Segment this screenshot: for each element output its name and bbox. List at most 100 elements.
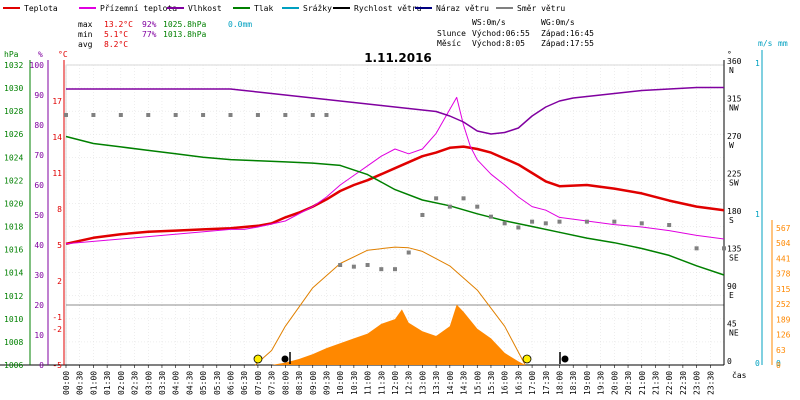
stats-block: max 13.2°C 92% 1025.8hPa 0.0mm min 5.1°C…: [78, 20, 252, 49]
tick-dir: 90: [727, 282, 737, 291]
wind-direction-point: [351, 264, 356, 269]
wind-direction-point: [338, 263, 343, 267]
wind-direction-point: [543, 221, 548, 226]
x-tick-label: 21:30: [651, 371, 660, 395]
wind-direction-point: [612, 219, 617, 224]
wind-direction-point: [639, 221, 644, 226]
x-tick-label: 10:00: [336, 371, 345, 395]
legend-label-2: Vlhkost: [188, 4, 222, 13]
axis-unit-hpa: hPa: [4, 50, 19, 59]
tick-degc: -5: [52, 361, 62, 370]
tick-hpa: 1012: [4, 292, 23, 301]
series-layer: [65, 86, 725, 366]
wind-direction-point: [694, 246, 699, 251]
stat-max-temp: 13.2°C: [104, 20, 133, 29]
x-tick-label: 18:30: [569, 371, 578, 395]
tick-pct: 80: [34, 121, 44, 130]
wind-direction-point: [64, 113, 68, 117]
axis-unit-pct: %: [38, 50, 43, 59]
wind-direction-point: [365, 263, 370, 267]
tick-dir: 315: [727, 95, 742, 104]
x-tick-label: 11:30: [377, 371, 386, 395]
tick-hpa: 1018: [4, 223, 23, 232]
legend-label-4: Srážky: [303, 4, 332, 13]
x-tick-label: 23:30: [706, 371, 715, 395]
stat-avg-temp: 8.2°C: [104, 40, 128, 49]
x-tick-label: 00:00: [62, 371, 71, 395]
left-axes: hPa % °C 1032103010281026102410221020101…: [4, 50, 68, 370]
sunrise-icon: [253, 354, 263, 364]
wind-direction-point: [201, 113, 206, 117]
x-tick-label: 10:30: [350, 371, 359, 395]
legend: Teplota Přízemní teplota Vlhkost Tlak Srážky…: [3, 4, 565, 13]
wind-direction-point: [516, 225, 521, 230]
legend-label-6: Náraz větru: [436, 4, 489, 13]
wind-direction-point: [434, 196, 439, 201]
x-tick-label: 13:30: [432, 371, 441, 395]
x-axis: 00:00 00:30 01:00 01:30 02:00 02:30 03:00 03:30…: [62, 365, 715, 395]
series-solar-curve: [254, 246, 526, 366]
tick-hpa: 1030: [4, 84, 23, 93]
tick-dir: 45: [727, 320, 737, 329]
tick-degc: 8: [57, 205, 62, 214]
tick-pct: 0: [39, 361, 44, 370]
x-tick-label: 03:30: [158, 371, 167, 395]
tick-mm: 0: [776, 359, 781, 368]
tick-ms: 1: [755, 59, 760, 68]
sun-moon-markers: [253, 352, 569, 364]
legend-label-1: Přízemní teplota: [100, 4, 177, 13]
wind-direction-point: [667, 223, 672, 227]
tick-pct: 90: [34, 91, 44, 100]
tick-pct: 70: [34, 151, 44, 160]
wind-direction-layer: [64, 113, 726, 272]
stat-min-pressure: 1013.8hPa: [163, 30, 207, 39]
x-tick-label: 01:30: [103, 371, 112, 395]
axis-unit-deg: °: [727, 50, 732, 59]
solar-layer: [271, 304, 526, 365]
wind-direction-point: [420, 213, 425, 217]
stat-max-pressure: 1025.8hPa: [163, 20, 207, 29]
info-moon-rise: Východ:8:05: [472, 39, 525, 48]
x-tick-label: 19:30: [597, 371, 606, 395]
x-tick-label: 02:30: [131, 371, 140, 395]
x-tick-label: 22:00: [665, 371, 674, 395]
tick-hpa: 1016: [4, 246, 23, 255]
x-tick-label: 17:30: [542, 371, 551, 395]
legend-label-7: Směr větru: [517, 4, 565, 13]
info-wg: WG:0m/s: [541, 18, 575, 27]
tick-dir: 225: [727, 170, 742, 179]
chart-title: 1.11.2016: [364, 51, 432, 65]
tick-dir-label: E: [729, 291, 734, 300]
tick-hpa: 1010: [4, 315, 23, 324]
tick-hpa: 1032: [4, 61, 23, 70]
wind-direction-point: [324, 113, 329, 117]
tick-pct: 20: [34, 301, 44, 310]
info-moon-set: Západ:17:55: [541, 39, 594, 48]
wind-direction-point: [447, 204, 452, 209]
tick-solar: 126: [776, 331, 791, 340]
tick-hpa: 1014: [4, 269, 23, 278]
wind-direction-point: [530, 219, 535, 224]
x-tick-label: 06:00: [227, 371, 236, 395]
tick-dir: 135: [727, 245, 742, 254]
info-sun-label: Slunce: [437, 29, 466, 38]
legend-label-0: Teplota: [24, 4, 58, 13]
x-tick-label: 16:00: [501, 371, 510, 395]
series-temperature: [65, 145, 725, 246]
wind-direction-point: [379, 267, 384, 272]
tick-degc: 2: [57, 277, 62, 286]
tick-pct: 100: [30, 61, 45, 70]
stat-min-temp: 5.1°C: [104, 30, 128, 39]
wind-direction-point: [310, 113, 315, 117]
tick-hpa: 1008: [4, 338, 23, 347]
tick-dir: 0: [727, 357, 732, 366]
axis-unit-time: čas: [732, 370, 747, 380]
wind-direction-point: [118, 113, 123, 117]
info-sun-rise: Východ:06:55: [472, 29, 530, 38]
tick-degc: 14: [52, 133, 62, 142]
series-pressure: [65, 135, 725, 276]
tick-dir-label: W: [729, 141, 734, 150]
tick-dir-label: S: [729, 216, 734, 225]
series-humidity: [66, 86, 724, 135]
tick-solar: 0: [776, 361, 781, 370]
